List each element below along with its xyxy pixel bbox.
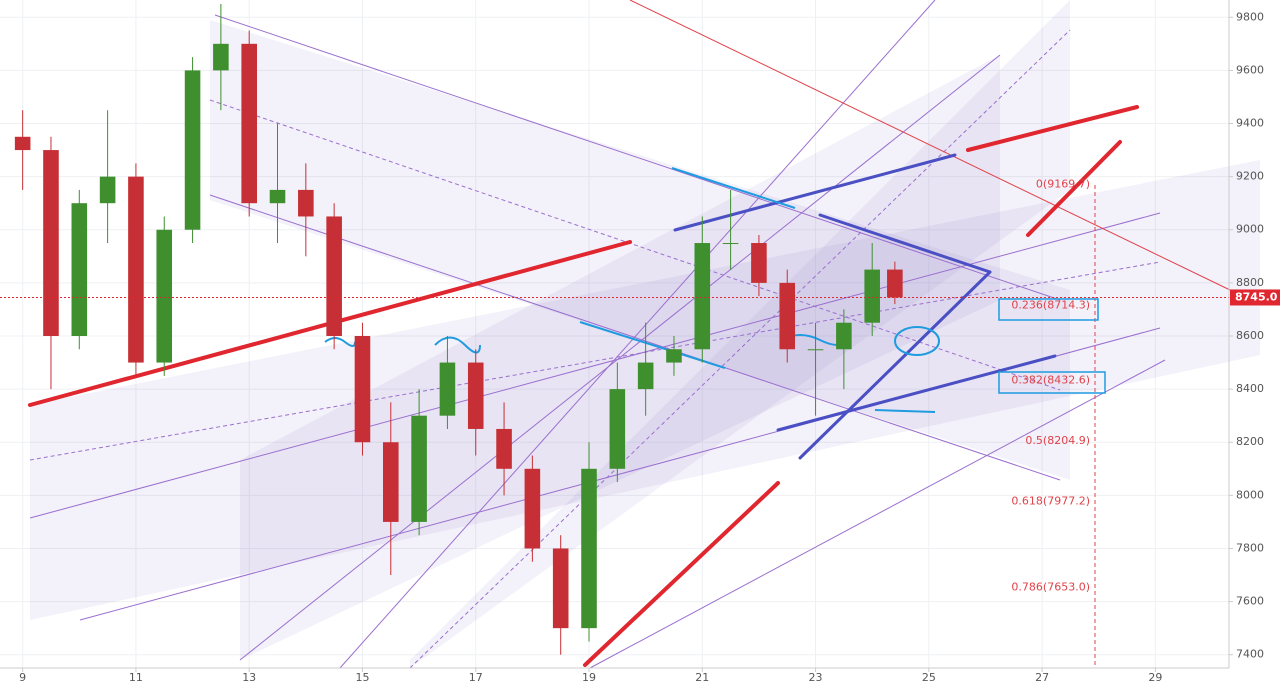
candles: [14, 3, 903, 655]
trend-line: [214, 14, 1061, 301]
candle-body: [354, 335, 371, 443]
y-tick-label: 7600: [1236, 595, 1264, 608]
y-tick-label: 9400: [1236, 117, 1264, 130]
last-price-label: 8745.0: [1235, 290, 1278, 303]
candle-body: [751, 243, 767, 283]
trend-line: [29, 261, 1161, 461]
candle-body: [887, 269, 903, 298]
fib-label: 0.382(8432.6): [1011, 373, 1090, 386]
y-tick-label: 8600: [1236, 329, 1264, 342]
candle-body: [241, 43, 257, 204]
fib-label: 0(9169.7): [1036, 178, 1090, 191]
y-tick-label: 9000: [1236, 223, 1264, 236]
x-tick-label: 15: [355, 671, 369, 684]
y-tick-label: 8200: [1236, 435, 1264, 448]
candle-body: [184, 70, 201, 230]
marker-line: [776, 354, 1057, 432]
fib-label: 0.618(7977.2): [1011, 494, 1090, 507]
trend-line: [29, 212, 1161, 519]
candle-body: [411, 415, 427, 522]
marker-line: [673, 153, 957, 232]
candle-body: [864, 269, 880, 323]
candle-body: [439, 362, 456, 416]
fib-box: [998, 371, 1106, 394]
candle-body: [694, 243, 711, 350]
x-tick-label: 11: [129, 671, 143, 684]
candle-body: [269, 189, 286, 204]
x-tick-label: 19: [582, 671, 596, 684]
candle-body: [213, 43, 229, 71]
candle-body: [383, 442, 399, 522]
drawings: [30, 0, 1260, 668]
labels: 7400 7600 7800 8000 8200 8400 8600 8800 9000 9200…: [0, 10, 1280, 684]
candle-body: [43, 150, 59, 336]
marker-line: [583, 481, 780, 667]
candle-body: [467, 362, 484, 429]
trend-line: [589, 359, 1166, 669]
x-tick-label: 27: [1035, 671, 1049, 684]
candle-body: [298, 189, 314, 217]
candle-body: [496, 428, 512, 469]
marker-line: [1026, 140, 1122, 237]
candle-body: [609, 389, 626, 469]
candle-body: [326, 216, 342, 336]
x-tick-label: 21: [695, 671, 709, 684]
candle-body: [722, 243, 739, 245]
last-price-tag: [1230, 289, 1280, 306]
x-tick-label: 17: [469, 671, 483, 684]
x-tick-label: 13: [242, 671, 256, 684]
trend-line: [239, 54, 1001, 661]
y-tick-label: 9200: [1236, 170, 1264, 183]
candle-body: [637, 362, 654, 390]
candle-body: [807, 349, 824, 351]
grid: [0, 0, 1229, 668]
channel-fill: [210, 20, 1070, 480]
y-tick-label: 7400: [1236, 648, 1264, 661]
candle-body: [99, 176, 116, 204]
x-tick-label: 25: [922, 671, 936, 684]
trend-line: [209, 99, 1061, 391]
candle-body: [14, 136, 31, 151]
fib-label: 0.786(7653.0): [1011, 581, 1090, 594]
candle-body: [666, 349, 682, 363]
marker-line: [818, 213, 992, 274]
sketch-arrow: [874, 409, 936, 413]
candle-body: [581, 468, 597, 629]
candle-body: [779, 282, 796, 350]
candle-body: [128, 176, 144, 363]
trend-line: [409, 29, 1071, 669]
candle-body: [836, 322, 852, 350]
candle-body: [71, 203, 88, 336]
sketch-line: [671, 167, 796, 209]
fib-box: [998, 298, 1099, 321]
trend-lines: [29, 0, 1231, 669]
channel-fill: [30, 160, 1260, 620]
sketch-line: [579, 321, 726, 369]
y-tick-label: 8800: [1236, 276, 1264, 289]
y-tick-label: 7800: [1236, 541, 1264, 554]
trend-line: [629, 0, 1231, 291]
y-tick-label: 8000: [1236, 488, 1264, 501]
marker-line: [798, 270, 992, 460]
candle-body: [156, 229, 173, 363]
x-tick-label: 9: [19, 671, 26, 684]
x-tick-label: 23: [809, 671, 823, 684]
trend-line: [339, 0, 936, 669]
fib-label: 0.236(8714.3): [1011, 299, 1090, 312]
sketch-circle: [894, 326, 940, 356]
candle-body: [552, 548, 569, 629]
candle-body: [524, 468, 541, 549]
marker-line: [966, 105, 1139, 152]
y-tick-label: 8400: [1236, 382, 1264, 395]
y-tick-label: 9800: [1236, 10, 1264, 23]
y-tick-label: 9600: [1236, 63, 1264, 76]
fib-label: 0.5(8204.9): [1025, 434, 1090, 447]
x-tick-label: 29: [1148, 671, 1162, 684]
blue-lines: [673, 153, 1057, 460]
